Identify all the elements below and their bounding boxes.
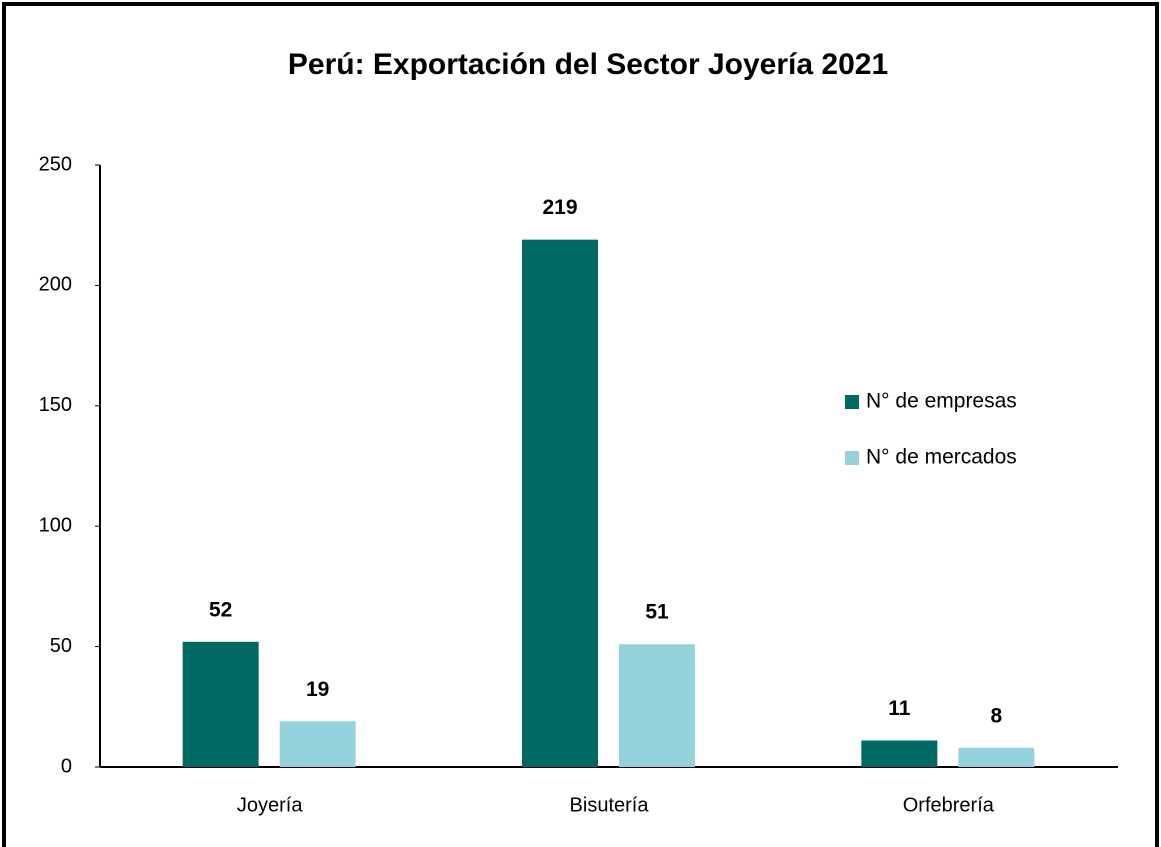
value-label: 19 xyxy=(306,678,329,701)
bar xyxy=(861,740,938,767)
bar xyxy=(619,644,695,767)
y-tick-label: 150 xyxy=(39,394,72,416)
x-tick-label: Joyería xyxy=(237,794,303,816)
y-tick-label: 250 xyxy=(39,153,72,175)
bar xyxy=(182,641,259,767)
legend-label: N° de empresas xyxy=(866,390,1017,413)
x-tick-label: Bisutería xyxy=(570,794,650,816)
value-label: 52 xyxy=(209,598,232,621)
legend-swatch xyxy=(845,395,859,409)
legend-label: N° de mercados xyxy=(866,446,1017,469)
value-label: 8 xyxy=(990,704,1002,727)
value-label: 219 xyxy=(542,196,577,219)
bar xyxy=(522,239,598,767)
bar xyxy=(279,721,356,767)
legend-swatch xyxy=(845,451,859,465)
value-label: 51 xyxy=(645,601,669,624)
y-tick-label: 0 xyxy=(61,755,72,777)
bar xyxy=(958,747,1035,767)
chart-title: Perú: Exportación del Sector Joyería 202… xyxy=(288,48,888,81)
value-label: 11 xyxy=(888,697,911,720)
y-tick-label: 50 xyxy=(50,635,72,657)
y-tick-label: 100 xyxy=(39,514,72,536)
x-tick-label: Orfebrería xyxy=(903,794,995,816)
y-tick-label: 200 xyxy=(39,274,72,296)
